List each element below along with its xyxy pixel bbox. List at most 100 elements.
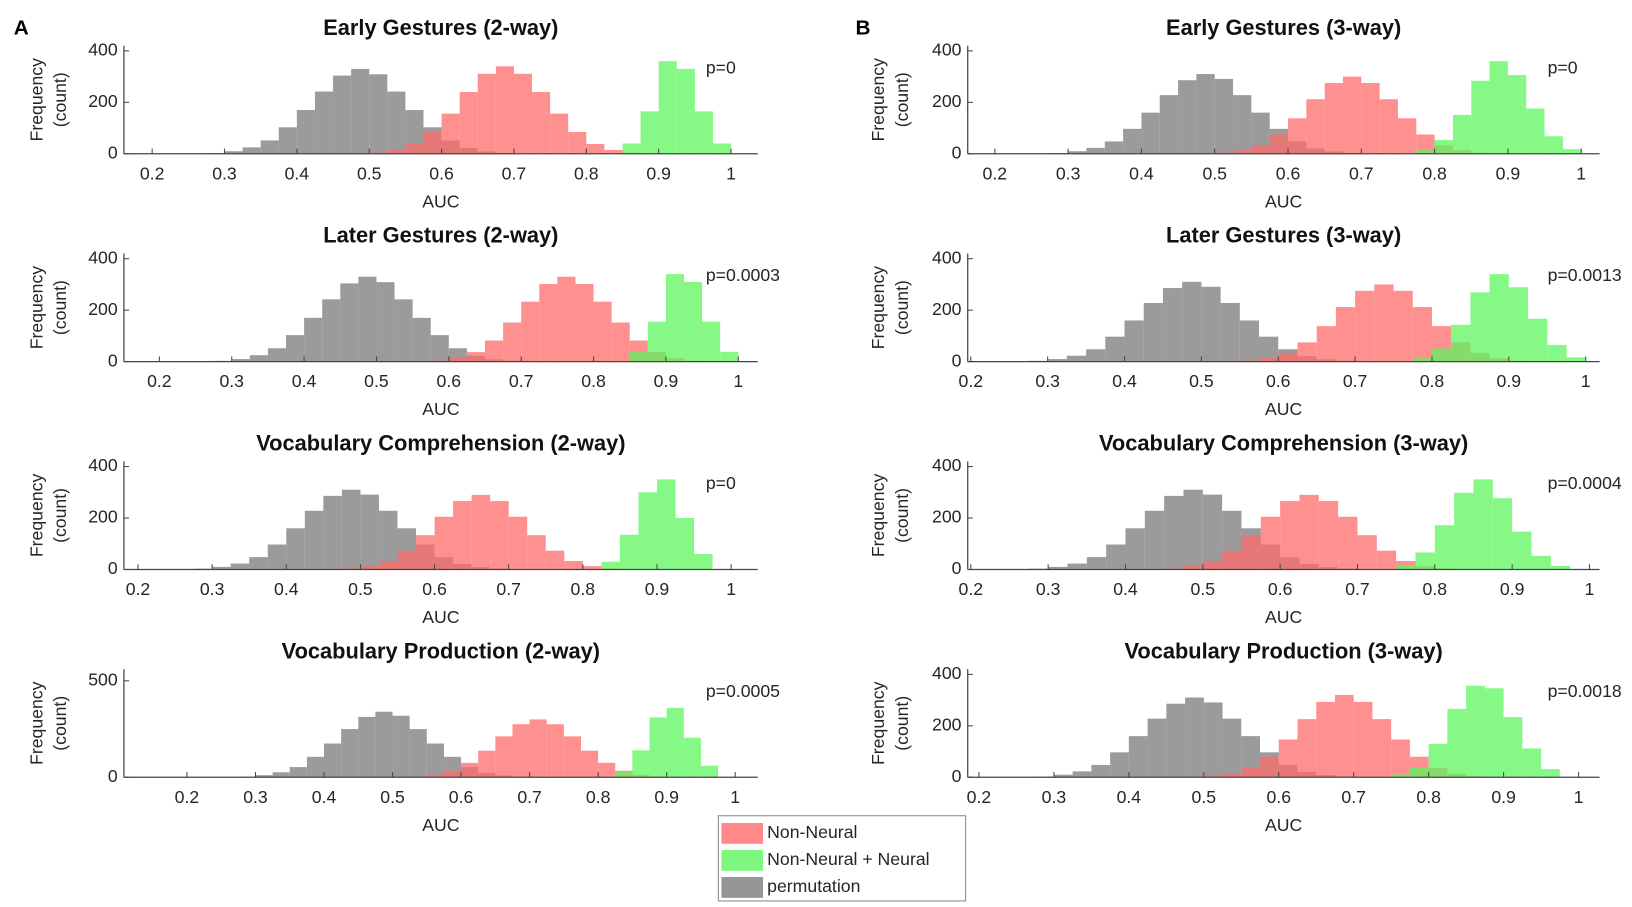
histogram-bar (358, 276, 377, 362)
histogram-bar (1428, 743, 1448, 778)
histogram-bar (638, 492, 657, 570)
histogram-bar (441, 113, 460, 154)
histogram-bar (1222, 718, 1242, 778)
histogram-bar (619, 534, 639, 570)
histogram-bar (1086, 557, 1107, 570)
x-tick-label: 1 (733, 371, 743, 391)
histogram-bar (1166, 703, 1186, 778)
histogram-bar (412, 317, 431, 362)
histogram-bar (378, 510, 398, 570)
histogram-bar (1297, 342, 1317, 362)
x-tick-label: 0.8 (1423, 579, 1448, 599)
histogram-bar (397, 550, 417, 570)
chart-title: Vocabulary Production (3-way) (1124, 638, 1442, 663)
x-tick-label: 0.8 (1422, 163, 1447, 183)
x-tick-label: 0.6 (1266, 787, 1291, 807)
legend-swatch (721, 850, 764, 871)
histogram-bar (658, 61, 677, 154)
histogram-bar (286, 528, 305, 570)
histogram-bar (378, 560, 398, 570)
y-tick-label: 200 (932, 91, 962, 111)
y-axis-label: Frequency (868, 58, 888, 142)
histogram-bar (1409, 767, 1429, 778)
histogram-bar (1316, 701, 1335, 778)
histogram-bar (1091, 764, 1111, 778)
histogram-bar (702, 321, 721, 362)
histogram-bar (676, 68, 695, 154)
histogram-bar (212, 566, 231, 570)
histogram-bar (392, 715, 410, 778)
histogram-bar (1251, 112, 1270, 154)
histogram-bar (1470, 292, 1490, 362)
y-tick-label: 0 (952, 766, 962, 786)
legend-swatch (721, 877, 764, 898)
histogram-bar (1239, 320, 1260, 362)
y-tick-label: 0 (108, 350, 118, 370)
histogram-bar (314, 91, 334, 154)
x-axis-label: AUC (422, 399, 460, 419)
histogram-bar (1447, 708, 1467, 778)
histogram-bar (1278, 352, 1298, 362)
y-axis-label: Frequency (868, 681, 888, 765)
histogram-bar (1202, 494, 1223, 570)
histogram-bar (1541, 769, 1560, 778)
x-axis-label: AUC (1265, 191, 1303, 211)
chart-title: Early Gestures (3-way) (1166, 15, 1401, 40)
histogram-bar (1104, 141, 1124, 154)
histogram-bar (1396, 564, 1416, 570)
histogram-bar (529, 719, 547, 778)
histogram-bar (1222, 550, 1242, 570)
histogram-bar (1183, 489, 1203, 570)
histogram-bar (1324, 83, 1343, 154)
histogram-bar (1507, 75, 1527, 154)
histogram-bar (647, 321, 666, 362)
histogram-bar (1355, 290, 1375, 362)
histogram-bar (405, 110, 424, 154)
histogram-bar (1318, 501, 1339, 570)
histogram-bar (260, 140, 279, 154)
histogram-bar (296, 110, 315, 154)
x-axis-label: AUC (422, 607, 460, 627)
histogram-bar (358, 716, 376, 778)
x-tick-label: 1 (1576, 163, 1586, 183)
y-tick-label: 400 (88, 455, 118, 475)
x-tick-label: 0.5 (1192, 787, 1217, 807)
histogram-bar (694, 111, 713, 154)
histogram-bar (632, 750, 650, 778)
histogram-bar (471, 494, 491, 570)
histogram-bar (700, 765, 719, 778)
x-tick-label: 0.3 (1036, 579, 1061, 599)
histogram-bar (426, 774, 444, 778)
histogram-bar (323, 495, 342, 570)
histogram-bar (683, 737, 701, 778)
histogram-bar (598, 762, 616, 778)
p-value: p=0.0018 (1548, 681, 1622, 701)
histogram-bar (1508, 287, 1529, 362)
x-tick-label: 0.5 (380, 787, 405, 807)
y-tick-label: 400 (88, 40, 118, 60)
histogram-bar (521, 301, 540, 362)
x-tick-label: 0.5 (1202, 163, 1227, 183)
x-tick-label: 1 (726, 163, 736, 183)
histogram-bar (477, 73, 496, 154)
histogram-bar (712, 143, 732, 154)
p-value: p=0 (706, 57, 736, 77)
histogram-bar (478, 750, 496, 778)
chart-title: Vocabulary Production (2-way) (282, 638, 600, 663)
histogram-bar (272, 772, 290, 778)
histogram-bar (466, 352, 486, 362)
x-tick-label: 0.2 (959, 579, 984, 599)
x-tick-label: 0.5 (348, 579, 373, 599)
histogram-bar (1416, 150, 1435, 154)
x-tick-label: 0.7 (1341, 787, 1366, 807)
histogram-bar (563, 736, 582, 778)
histogram-bar (1452, 114, 1472, 154)
histogram-bar (1379, 99, 1398, 154)
x-tick-label: 0.6 (429, 163, 454, 183)
histogram-bar (586, 144, 605, 154)
histogram-bar (1503, 717, 1523, 778)
x-axis-label: AUC (1265, 815, 1303, 835)
chart-title: Later Gestures (2-way) (323, 223, 558, 248)
histogram-bar (640, 111, 659, 154)
histogram-bar (1233, 150, 1252, 154)
